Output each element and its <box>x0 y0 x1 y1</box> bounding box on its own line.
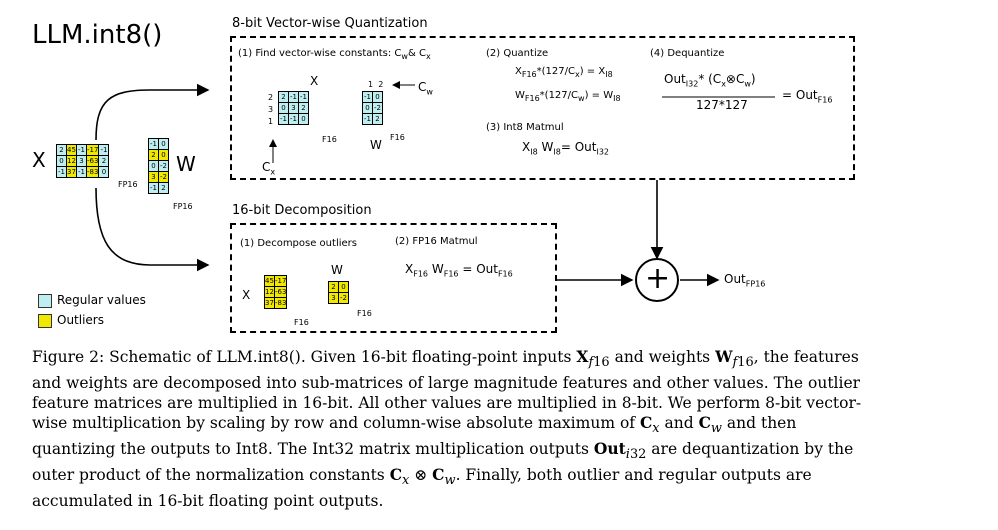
matrix-cell: -1 <box>298 91 309 103</box>
matrix-cell: 0 <box>148 160 159 172</box>
matrix-cell: 12 <box>264 286 275 298</box>
decomp-x-label: X <box>242 288 251 302</box>
quant-step1: (1) Find vector-wise constants: Cw& Cx <box>238 48 431 61</box>
matrix-cell: 0 <box>98 166 110 178</box>
legend-outlier-label: Outliers <box>57 313 104 327</box>
fp16-matmul-eq: XF16 WF16 = OutF16 <box>405 262 513 279</box>
matrix-cell: 2 <box>56 144 67 156</box>
matrix-cell: 0 <box>338 281 349 293</box>
matrix-cell: -1 <box>288 113 299 125</box>
cw-label: Cw <box>418 80 433 97</box>
matrix-cell: 45 <box>66 144 77 156</box>
matrix-cell: 37 <box>264 297 275 309</box>
input-w-label: W <box>176 152 196 176</box>
matrix-cell: 2 <box>158 182 169 194</box>
quant-section-title: 8-bit Vector-wise Quantization <box>232 16 428 31</box>
matrix-cell: -17 <box>85 144 100 156</box>
matrix-cell: -1 <box>362 113 373 125</box>
matrix-cell: 0 <box>372 91 383 103</box>
quant-w-label: W <box>370 138 382 152</box>
input-w-matrix: -1 0 2 0 0 -2 3 -2 -1 2 <box>148 138 169 194</box>
matrix-cell: 2 <box>298 102 309 114</box>
quant-x-f16: F16 <box>322 135 337 144</box>
output-label: OutFP16 <box>724 272 766 289</box>
dequant-result: = OutF16 <box>782 88 833 105</box>
matrix-cell: 3 <box>148 171 159 183</box>
fp16-label: FP16 <box>118 180 138 189</box>
quant-w-f16: F16 <box>390 133 405 142</box>
matrix-cell: 0 <box>298 113 309 125</box>
decomp-box <box>230 223 557 333</box>
quant-step2: (2) Quantize <box>486 48 549 59</box>
decomp-w-f16: F16 <box>357 309 372 318</box>
decomp-x-f16: F16 <box>294 318 309 327</box>
matrix-cell: 2 <box>328 281 339 293</box>
matrix-cell: 0 <box>56 155 67 167</box>
legend-regular-swatch <box>38 294 52 308</box>
matrix-cell: -17 <box>273 275 288 287</box>
legend-outlier-swatch <box>38 314 52 328</box>
decomp-w-matrix: 2 0 3 -2 <box>328 281 349 304</box>
sum-node <box>635 258 679 302</box>
quant-step4: (4) Dequantize <box>650 48 725 59</box>
decomp-x-matrix: 45 -17 12 -63 37 -83 <box>264 275 288 309</box>
matrix-cell: 2 <box>98 155 110 167</box>
input-x-label: X <box>32 148 46 172</box>
matrix-cell: 0 <box>158 138 169 150</box>
matrix-cell: 2 <box>148 149 159 161</box>
matrix-cell: 45 <box>264 275 275 287</box>
matrix-cell: -1 <box>288 91 299 103</box>
matrix-cell: 37 <box>66 166 77 178</box>
matrix-cell: 2 <box>372 113 383 125</box>
matrix-cell: -1 <box>76 166 87 178</box>
matrix-cell: 0 <box>362 102 373 114</box>
matrix-cell: 0 <box>278 102 289 114</box>
matrix-cell: -2 <box>158 160 169 172</box>
plus-icon: + <box>645 261 671 296</box>
matrix-cell: -83 <box>85 166 100 178</box>
matrix-cell: 3 <box>288 102 299 114</box>
input-x-matrix: 2 45 -1 -17 -1 0 12 3 -63 2 -1 37 -1 -83 0 <box>56 144 110 178</box>
figure-caption: Figure 2: Schematic of LLM.int8(). Given… <box>32 347 862 511</box>
legend-regular-label: Regular values <box>57 293 146 307</box>
matrix-cell: -1 <box>148 182 159 194</box>
quant-w-col-constants: 1 2 <box>368 80 384 89</box>
dequant-denominator: 127*127 <box>696 98 748 112</box>
matrix-cell: -1 <box>76 144 87 156</box>
matrix-cell: -1 <box>98 144 110 156</box>
decomp-w-label: W <box>331 263 343 277</box>
matrix-cell: 3 <box>328 292 339 304</box>
matrix-cell: -1 <box>362 91 373 103</box>
dequant-numerator: OutI32* (Cx⊗Cw) <box>664 72 756 89</box>
matrix-cell: -2 <box>372 102 383 114</box>
int8-matmul-eq: XI8 WI8= OutI32 <box>522 140 610 157</box>
matrix-cell: -2 <box>158 171 169 183</box>
quantize-w-eq: WF16*(127/Cw) = WI8 <box>515 90 621 103</box>
matrix-cell: -83 <box>273 297 288 309</box>
matrix-cell: -2 <box>338 292 349 304</box>
matrix-cell: -1 <box>56 166 67 178</box>
quant-box <box>230 36 855 180</box>
decomp-step1: (1) Decompose outliers <box>240 238 357 249</box>
decomp-step2: (2) FP16 Matmul <box>395 236 478 247</box>
matrix-cell: -63 <box>85 155 100 167</box>
quant-x-matrix: 2 -1 -1 0 3 2 -1 -1 0 <box>278 91 309 125</box>
matrix-cell: 0 <box>158 149 169 161</box>
cx-label: Cx <box>262 160 276 177</box>
matrix-cell: 2 <box>278 91 289 103</box>
quant-step3: (3) Int8 Matmul <box>486 122 564 133</box>
decomp-section-title: 16-bit Decomposition <box>232 203 372 218</box>
matrix-cell: 3 <box>76 155 87 167</box>
matrix-cell: 12 <box>66 155 77 167</box>
matrix-cell: -63 <box>273 286 288 298</box>
quant-x-label: X <box>310 74 319 88</box>
matrix-cell: -1 <box>278 113 289 125</box>
fp16-label-w: FP16 <box>173 202 193 211</box>
quantize-x-eq: XF16*(127/Cx) = XI8 <box>515 66 613 79</box>
matrix-cell: -1 <box>148 138 159 150</box>
quant-w-matrix: -1 0 0 -2 -1 2 <box>362 91 383 125</box>
figure-title: LLM.int8() <box>32 20 163 50</box>
